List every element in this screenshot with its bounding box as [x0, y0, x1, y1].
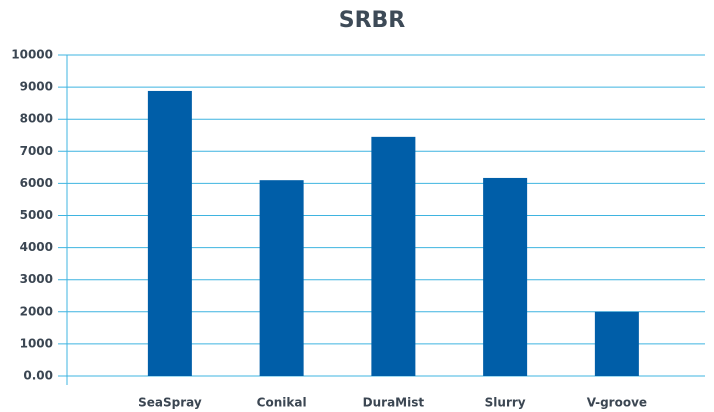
- x-tick-label: Conikal: [257, 396, 307, 410]
- y-tick-label: 10000: [11, 48, 53, 62]
- y-tick-label: 6000: [20, 176, 53, 190]
- y-tick-label: 3000: [20, 272, 53, 286]
- bar: [259, 180, 304, 376]
- y-tick-label: 9000: [20, 80, 53, 94]
- bar: [594, 311, 639, 376]
- bar: [371, 136, 416, 376]
- x-tick-label: V-groove: [587, 396, 647, 410]
- y-tick-label: 0.00: [23, 369, 53, 383]
- x-tick-label: DuraMist: [363, 396, 425, 410]
- bar: [483, 177, 528, 376]
- y-tick-label: 5000: [20, 208, 53, 222]
- y-tick-label: 2000: [20, 304, 53, 318]
- y-tick-label: 4000: [20, 240, 53, 254]
- x-tick-label: Slurry: [485, 396, 526, 410]
- bar: [147, 90, 192, 377]
- y-tick-label: 8000: [20, 112, 53, 126]
- y-tick-label: 7000: [20, 144, 53, 158]
- y-tick-label: 1000: [20, 336, 53, 350]
- x-tick-label: SeaSpray: [138, 396, 202, 410]
- chart-title: SRBR: [339, 8, 406, 33]
